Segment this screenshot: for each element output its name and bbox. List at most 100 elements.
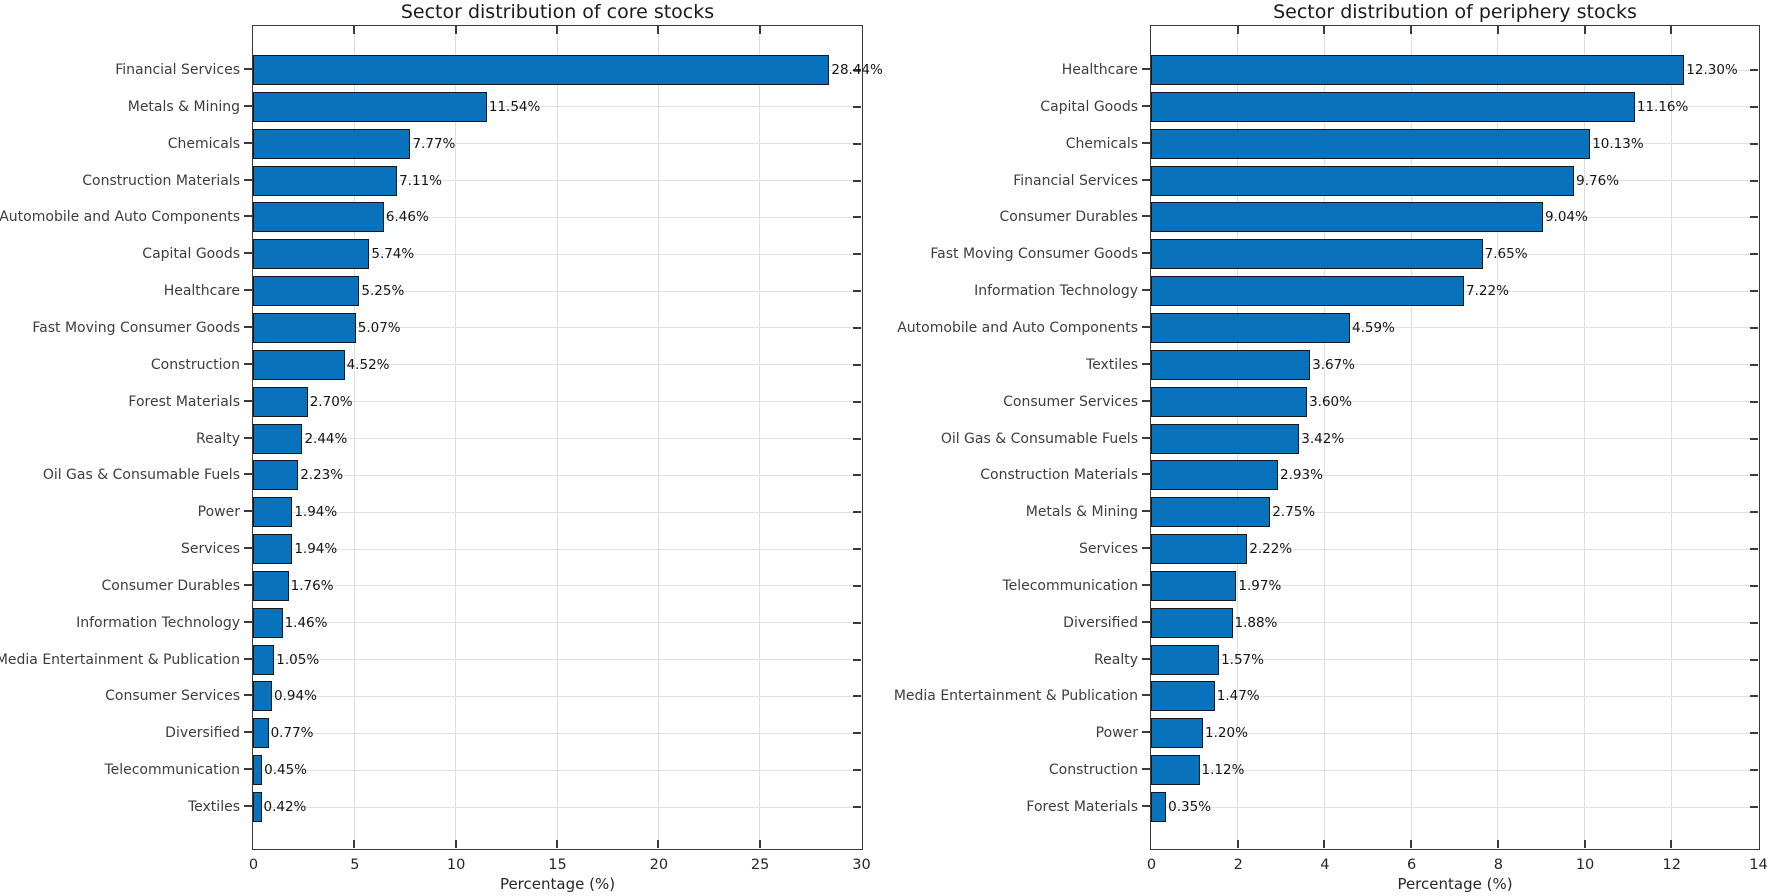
category-label: Capital Goods	[142, 246, 240, 263]
y-gridline	[1151, 695, 1758, 697]
bar-value-label: 1.47%	[1216, 688, 1260, 705]
y-tick-mark-left	[244, 436, 252, 439]
bar-value-label: 0.77%	[270, 725, 314, 742]
bar	[1151, 239, 1483, 270]
x-tick-mark-bottom	[1236, 840, 1239, 848]
bar-value-label: 3.42%	[1301, 430, 1345, 447]
bar	[253, 276, 360, 307]
bar	[1151, 423, 1300, 454]
y-gridline	[1151, 732, 1758, 734]
x-tick-label: 15	[548, 857, 567, 873]
y-tick-mark-left	[244, 583, 252, 586]
x-tick-mark-bottom	[1583, 840, 1586, 848]
bar	[253, 312, 356, 343]
bar-value-label: 6.46%	[385, 209, 429, 226]
bar	[253, 165, 398, 196]
x-tick-mark-top	[1496, 26, 1499, 34]
y-gridline	[253, 806, 861, 808]
y-gridline	[253, 732, 861, 734]
y-tick-mark-right	[1750, 548, 1758, 551]
y-gridline	[253, 622, 861, 624]
x-tick-label: 2	[1233, 857, 1243, 873]
category-label: Construction Materials	[82, 172, 240, 189]
bar	[253, 386, 308, 417]
y-tick-mark-right	[853, 769, 861, 772]
x-tick-label: 0	[1146, 857, 1157, 873]
y-gridline	[253, 585, 861, 587]
y-tick-mark-left	[1142, 473, 1150, 476]
x-tick-label: 14	[1749, 857, 1768, 873]
y-tick-mark-right	[1750, 474, 1758, 477]
x-tick-label: 6	[1407, 857, 1417, 873]
bar	[253, 497, 293, 528]
y-tick-mark-left	[1142, 620, 1150, 623]
bar	[253, 534, 293, 565]
y-tick-mark-right	[1750, 216, 1758, 219]
y-gridline	[253, 327, 861, 329]
x-gridline	[759, 26, 761, 848]
x-tick-mark-bottom	[353, 840, 356, 848]
y-gridline	[1151, 438, 1758, 439]
y-gridline	[253, 548, 861, 550]
x-tick-mark-top	[657, 26, 660, 34]
y-tick-mark-left	[244, 362, 252, 365]
y-gridline	[253, 511, 861, 513]
bar	[1151, 128, 1591, 159]
y-tick-mark-right	[1750, 769, 1758, 772]
bar	[1151, 681, 1215, 712]
x-tick-label: 12	[1662, 857, 1681, 873]
y-tick-mark-left	[244, 547, 252, 550]
y-tick-mark-left	[244, 141, 252, 144]
y-tick-mark-left	[244, 620, 252, 623]
y-tick-mark-right	[853, 326, 861, 329]
bar-value-label: 3.60%	[1309, 393, 1352, 410]
y-tick-mark-left	[1142, 547, 1150, 550]
x-tick-mark-top	[454, 26, 457, 34]
x-tick-mark-top	[758, 26, 761, 34]
x-tick-label: 8	[1493, 857, 1503, 873]
y-gridline	[253, 143, 861, 145]
bar-value-label: 1.57%	[1221, 651, 1264, 668]
bar	[253, 239, 370, 270]
x-tick-mark-bottom	[1496, 840, 1499, 848]
y-tick-mark-right	[853, 69, 861, 71]
y-tick-mark-left	[1142, 805, 1150, 807]
x-tick-mark-top	[1323, 26, 1326, 34]
y-tick-mark-right	[853, 437, 861, 440]
y-tick-mark-left	[244, 657, 252, 660]
y-tick-mark-right	[1750, 69, 1758, 71]
x-tick-mark-bottom	[758, 840, 761, 848]
category-label: Power	[1095, 725, 1138, 742]
y-tick-mark-right	[853, 658, 861, 661]
y-tick-mark-left	[1142, 325, 1150, 328]
category-label: Forest Materials	[128, 393, 240, 410]
y-tick-mark-right	[853, 400, 861, 403]
x-tick-label: 25	[750, 857, 770, 873]
bar-value-label: 2.93%	[1280, 467, 1323, 484]
y-tick-mark-left	[1142, 583, 1150, 586]
y-tick-mark-left	[244, 731, 252, 734]
x-tick-label: 0	[248, 857, 259, 873]
y-tick-mark-left	[1142, 289, 1150, 292]
bar	[253, 91, 487, 122]
bar-value-label: 1.20%	[1205, 725, 1248, 742]
y-tick-mark-right	[1750, 584, 1758, 587]
category-label: Forest Materials	[1026, 799, 1138, 815]
y-gridline	[1151, 806, 1758, 808]
x-tick-label: 20	[649, 857, 669, 873]
bar-value-label: 4.59%	[1352, 319, 1395, 336]
y-tick-mark-right	[1750, 400, 1758, 403]
bar	[1151, 55, 1685, 85]
y-tick-mark-right	[1750, 695, 1758, 698]
bar	[1151, 570, 1237, 601]
y-tick-mark-right	[1750, 326, 1758, 329]
category-label: Financial Services	[115, 62, 240, 78]
category-label: Services	[1078, 541, 1138, 558]
y-tick-mark-left	[244, 68, 252, 70]
category-label: Healthcare	[1061, 62, 1138, 78]
bar-value-label: 1.94%	[294, 541, 338, 558]
x-tick-mark-top	[556, 26, 558, 34]
y-tick-mark-right	[1750, 658, 1758, 661]
bar	[1151, 644, 1220, 675]
bar-value-label: 7.11%	[399, 172, 442, 189]
